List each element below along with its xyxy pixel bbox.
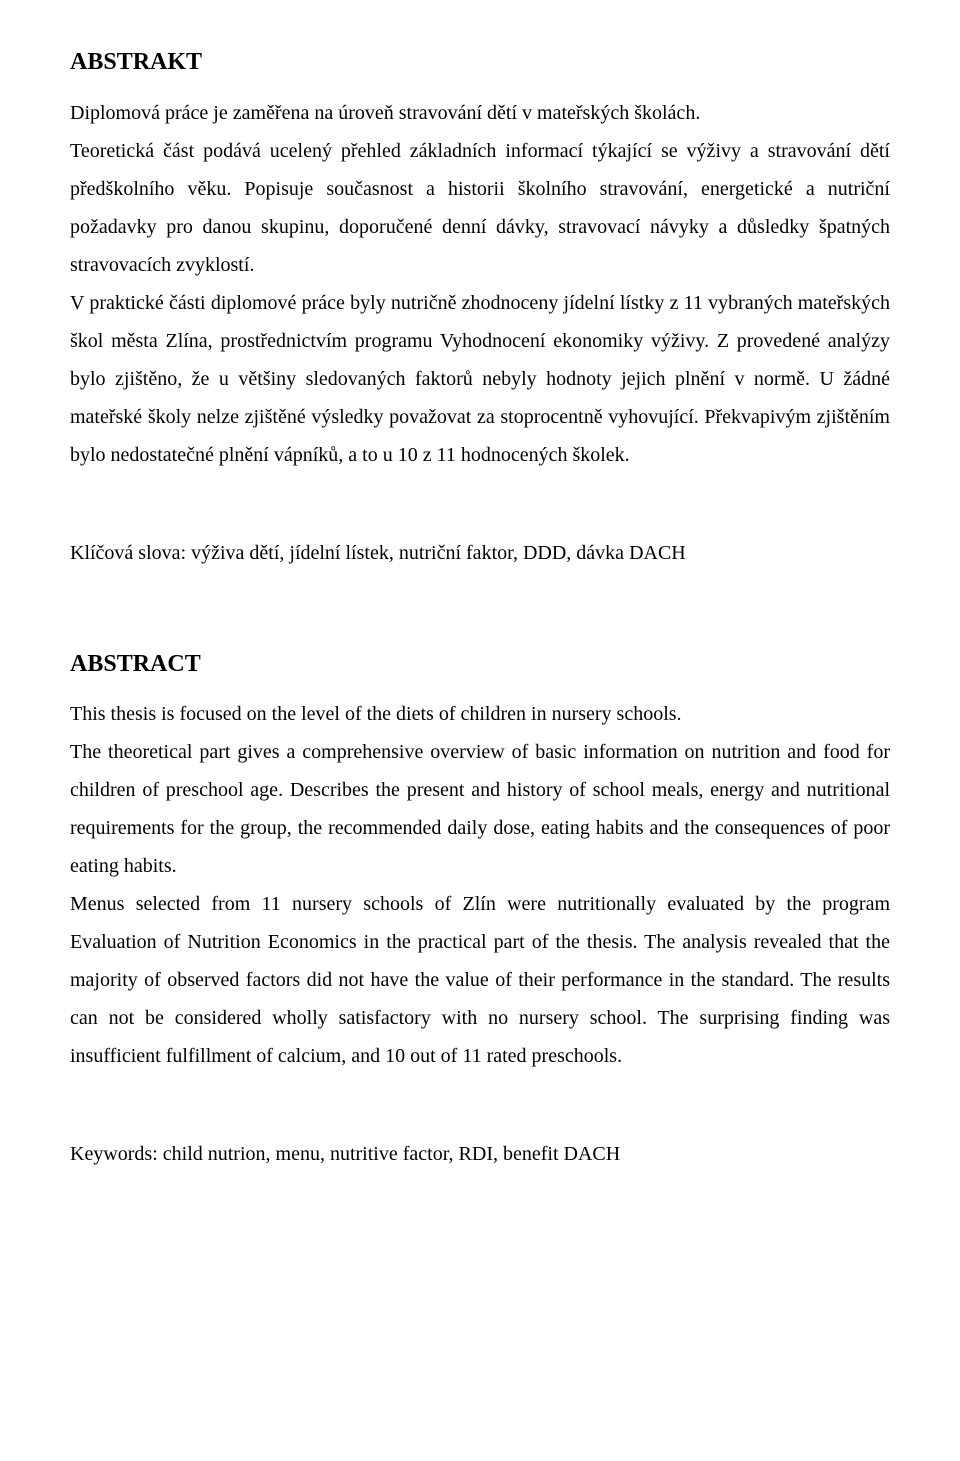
- abstract-paragraph-1: This thesis is focused on the level of t…: [70, 695, 890, 733]
- abstract-keywords: Keywords: child nutrion, menu, nutritive…: [70, 1135, 890, 1173]
- abstrakt-heading: ABSTRAKT: [70, 40, 890, 86]
- abstrakt-paragraph-1: Diplomová práce je zaměřena na úroveň st…: [70, 94, 890, 132]
- spacer: [70, 474, 890, 534]
- spacer: [70, 1075, 890, 1135]
- abstract-paragraph-3: Menus selected from 11 nursery schools o…: [70, 885, 890, 1075]
- abstract-paragraph-2: The theoretical part gives a comprehensi…: [70, 733, 890, 885]
- abstrakt-paragraph-2: Teoretická část podává ucelený přehled z…: [70, 132, 890, 284]
- abstrakt-paragraph-3: V praktické části diplomové práce byly n…: [70, 284, 890, 474]
- abstrakt-keywords: Klíčová slova: výživa dětí, jídelní líst…: [70, 534, 890, 572]
- abstract-heading: ABSTRACT: [70, 642, 890, 688]
